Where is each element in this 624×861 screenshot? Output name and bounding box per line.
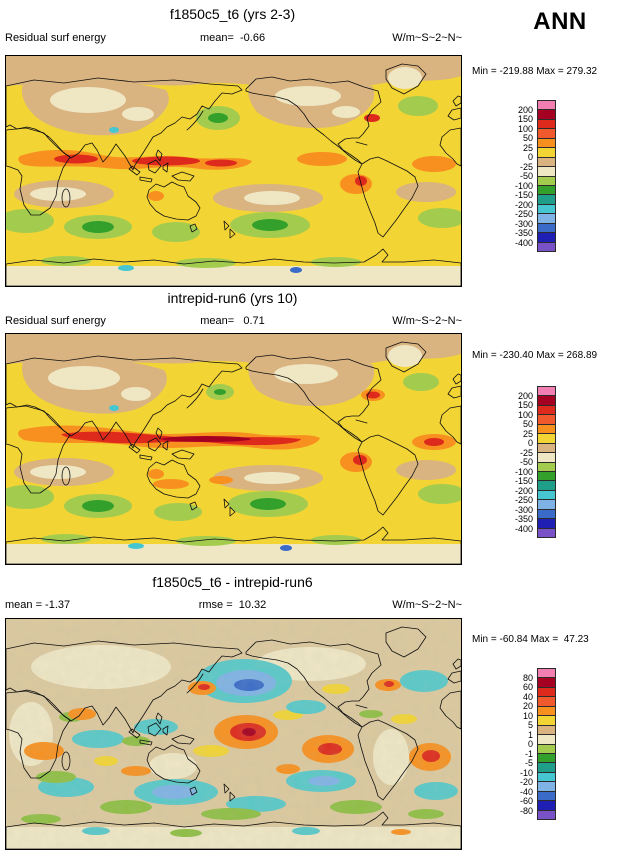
- colorbar-tick-label: 100: [517, 123, 533, 134]
- panel2-map: [5, 333, 462, 565]
- panel1-variable-label: Residual surf energy: [5, 32, 106, 44]
- colorbar-cell: [537, 241, 556, 252]
- colorbar-tick-label: 0: [527, 438, 533, 448]
- colorbar-tick-label: -350: [514, 228, 533, 238]
- panel3-fill-regions: [6, 619, 461, 849]
- colorbar-tick-label: 25: [522, 428, 533, 439]
- colorbar-tick-label: -10: [519, 767, 533, 778]
- colorbar-tick-label: 200: [517, 390, 533, 401]
- colorbar-tick-label: -200: [514, 199, 533, 210]
- colorbar-tick-label: -100: [514, 466, 533, 477]
- colorbar-tick-label: -20: [519, 777, 533, 787]
- panel2-colorbar: 200 150 100 50 25 0 -25 -50 -100 -150 -200 -250 -300…: [515, 386, 556, 538]
- colorbar-tick-label: -50: [519, 457, 533, 467]
- colorbar-tick-label: -250: [514, 495, 533, 505]
- colorbar-tick-label: -5: [524, 758, 533, 768]
- colorbar-tick-label: -25: [519, 447, 533, 458]
- colorbar-tick-label: 200: [517, 104, 533, 115]
- panel2-minmax-label: Min = -230.40 Max = 268.89: [472, 350, 598, 361]
- colorbar-tick-label: -150: [514, 190, 533, 200]
- colorbar-tick-label: 25: [522, 142, 533, 153]
- panel1-minmax-label: Min = -219.88 Max = 279.32: [472, 66, 598, 77]
- panel3-colorbar: 80 60 40 20 10 5 1 0 -1 -5 -10 -20 -40 -60 -80: [520, 668, 556, 820]
- colorbar-tick-label: -80: [519, 805, 533, 816]
- panel3-map: [5, 618, 462, 850]
- panel2-variable-label: Residual surf energy: [5, 315, 106, 327]
- panel3-rmse-label: rmse = 10.32: [198, 599, 267, 611]
- panel1-colorbar: 200 150 100 50 25 0 -25 -50 -100 -150 -200 -250 -300…: [515, 100, 556, 252]
- colorbar-cell: [537, 809, 556, 820]
- panel3-title: f1850c5_t6 - intrepid-run6: [152, 574, 313, 590]
- colorbar-tick-label: -350: [514, 514, 533, 524]
- colorbar-tick-label: 5: [527, 720, 533, 730]
- colorbar-tick-label: 150: [517, 114, 533, 124]
- panel2-fill-regions: [6, 334, 461, 564]
- panel2-mean-label: mean= 0.71: [200, 315, 265, 327]
- panel3-minmax-label: Min = -60.84 Max = 47.23: [472, 634, 589, 645]
- colorbar-tick-label: 0: [527, 152, 533, 162]
- colorbar-tick-label: 150: [517, 400, 533, 410]
- colorbar-tick-label: -50: [519, 171, 533, 181]
- colorbar-tick-label: -300: [514, 504, 533, 515]
- colorbar-tick-label: 0: [527, 739, 533, 749]
- colorbar-tick-label: -250: [514, 209, 533, 219]
- colorbar-tick-label: -60: [519, 796, 533, 806]
- colorbar-tick-label: -400: [514, 523, 533, 534]
- panel3-map-svg: [6, 619, 461, 849]
- colorbar-tick-label: 1: [527, 729, 533, 740]
- panel1-fill-regions: [6, 56, 461, 286]
- panel2-units-label: W/m~S~2~N~: [392, 315, 462, 327]
- colorbar-cell: [537, 527, 556, 538]
- colorbar-tick-label: -400: [514, 237, 533, 248]
- colorbar-tick-label: -1: [524, 748, 533, 759]
- colorbar-tick-label: 40: [522, 691, 533, 702]
- colorbar-tick-label: -40: [519, 786, 533, 797]
- colorbar-tick-label: 50: [522, 133, 533, 143]
- panel1-units-label: W/m~S~2~N~: [392, 32, 462, 44]
- colorbar-tick-label: -150: [514, 476, 533, 486]
- panel3-units-label: W/m~S~2~N~: [392, 599, 462, 611]
- colorbar-tick-label: -25: [519, 161, 533, 172]
- colorbar-tick-label: 60: [522, 682, 533, 692]
- colorbar-tick-label: 50: [522, 419, 533, 429]
- panel1-mean-label: mean= -0.66: [199, 32, 266, 44]
- panel2-title: intrepid-run6 (yrs 10): [167, 290, 298, 306]
- colorbar-tick-label: -300: [514, 218, 533, 229]
- colorbar-tick-label: 100: [517, 409, 533, 420]
- colorbar-tick-label: -200: [514, 485, 533, 496]
- panel1-title: f1850c5_t6 (yrs 2-3): [169, 6, 296, 22]
- season-label: ANN: [533, 8, 587, 35]
- panel2-map-svg: [6, 334, 461, 564]
- panel1-map: [5, 55, 462, 287]
- colorbar-tick-label: 80: [522, 672, 533, 683]
- panel1-map-svg: [6, 56, 461, 286]
- colorbar-tick-label: -100: [514, 180, 533, 191]
- colorbar-tick-label: 20: [522, 701, 533, 711]
- panel3-mean-label: mean = -1.37: [5, 599, 71, 611]
- colorbar-tick-label: 10: [522, 710, 533, 721]
